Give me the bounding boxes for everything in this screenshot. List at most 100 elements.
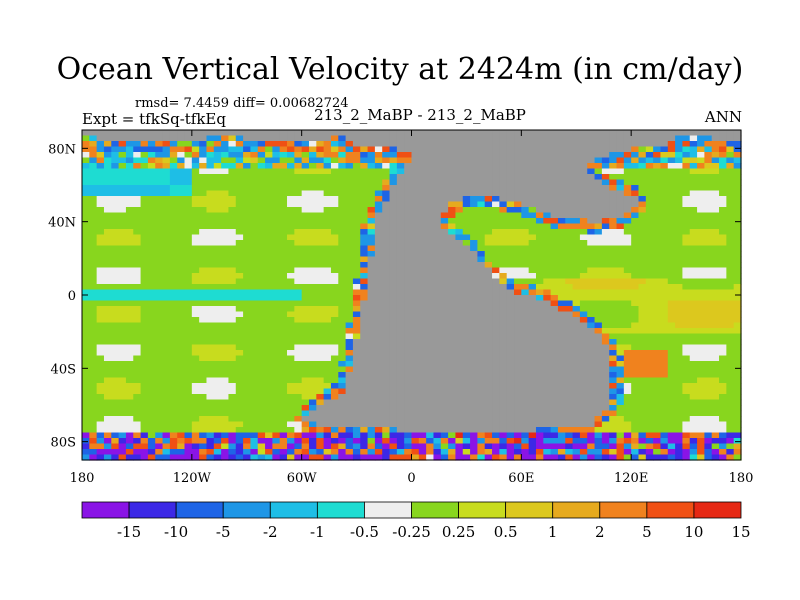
land-cell	[521, 394, 530, 401]
land-cell	[557, 207, 566, 214]
land-cell	[338, 394, 347, 401]
land-cell	[440, 416, 449, 423]
data-cell	[206, 328, 215, 335]
land-cell	[440, 278, 449, 285]
data-cell	[660, 278, 669, 285]
data-cell	[352, 311, 361, 318]
data-cell	[623, 168, 632, 175]
land-cell	[448, 366, 457, 373]
land-cell	[243, 130, 252, 137]
data-cell	[704, 157, 713, 164]
data-cell	[111, 328, 120, 335]
data-cell	[133, 179, 142, 186]
data-cell	[111, 267, 120, 274]
data-cell	[103, 405, 112, 412]
data-cell	[169, 179, 178, 186]
data-cell	[125, 405, 134, 412]
data-cell	[213, 410, 222, 417]
data-cell	[199, 333, 208, 340]
data-cell	[140, 201, 149, 208]
data-cell	[125, 229, 134, 236]
data-cell	[272, 432, 281, 439]
data-cell	[733, 190, 742, 197]
data-cell	[301, 432, 310, 439]
land-cell	[455, 416, 464, 423]
data-cell	[689, 185, 698, 192]
data-cell	[675, 421, 684, 428]
data-cell	[330, 328, 339, 335]
data-cell	[726, 372, 735, 379]
data-cell	[587, 311, 596, 318]
data-cell	[177, 196, 186, 203]
land-cell	[396, 273, 405, 280]
data-cell	[265, 355, 273, 362]
data-cell	[221, 300, 230, 307]
land-cell	[587, 339, 596, 346]
land-cell	[484, 405, 493, 412]
data-cell	[360, 256, 369, 263]
land-cell	[448, 427, 457, 434]
data-cell	[147, 141, 156, 148]
data-cell	[506, 229, 515, 236]
data-cell	[103, 179, 112, 186]
data-cell	[103, 289, 112, 296]
land-cell	[462, 322, 471, 329]
data-cell	[287, 223, 295, 230]
data-cell	[726, 317, 735, 324]
data-cell	[689, 218, 698, 225]
data-cell	[96, 185, 105, 192]
land-cell	[557, 163, 566, 170]
land-cell	[316, 410, 325, 417]
land-cell	[440, 196, 449, 203]
data-cell	[199, 328, 208, 335]
data-cell	[719, 278, 727, 285]
data-cell	[111, 344, 120, 351]
data-cell	[111, 245, 120, 252]
land-cell	[382, 416, 391, 423]
data-cell	[250, 234, 259, 241]
data-cell	[125, 289, 134, 296]
data-cell	[279, 432, 288, 439]
land-cell	[367, 361, 376, 368]
land-cell	[477, 273, 486, 280]
data-cell	[557, 295, 566, 302]
data-cell	[330, 295, 339, 302]
data-cell	[638, 355, 647, 362]
data-cell	[697, 135, 705, 142]
data-cell	[711, 322, 720, 329]
land-cell	[411, 223, 420, 230]
data-cell	[272, 306, 281, 313]
land-cell	[374, 273, 383, 280]
data-cell	[213, 135, 222, 142]
data-cell	[470, 196, 478, 203]
data-cell	[213, 377, 222, 384]
land-cell	[411, 251, 420, 258]
land-cell	[492, 328, 500, 335]
land-cell	[506, 185, 515, 192]
land-cell	[565, 333, 574, 340]
land-cell	[374, 229, 383, 236]
data-cell	[177, 372, 186, 379]
data-cell	[704, 135, 713, 142]
data-cell	[704, 141, 713, 148]
data-cell	[587, 223, 596, 230]
data-cell	[140, 383, 149, 390]
data-cell	[140, 306, 149, 313]
data-cell	[660, 240, 669, 247]
land-cell	[367, 135, 376, 142]
land-cell	[455, 399, 464, 406]
land-cell	[374, 377, 383, 384]
data-cell	[213, 141, 222, 148]
data-cell	[682, 223, 691, 230]
data-cell	[389, 146, 398, 153]
data-cell	[374, 179, 383, 186]
data-cell	[118, 267, 127, 274]
land-cell	[579, 196, 588, 203]
land-cell	[719, 135, 727, 142]
data-cell	[191, 251, 200, 258]
data-cell	[323, 185, 332, 192]
data-cell	[389, 179, 398, 186]
land-cell	[418, 130, 427, 137]
land-cell	[396, 196, 405, 203]
land-cell	[462, 146, 471, 153]
